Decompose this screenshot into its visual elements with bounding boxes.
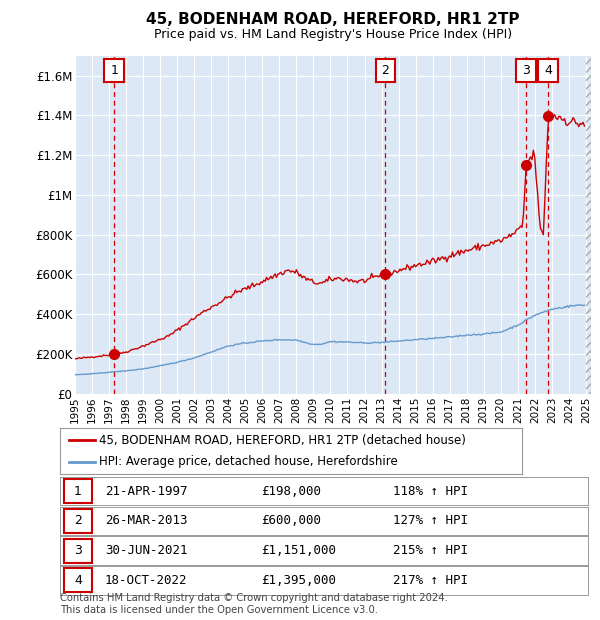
Text: 127% ↑ HPI: 127% ↑ HPI bbox=[392, 515, 467, 527]
Text: £600,000: £600,000 bbox=[260, 515, 320, 527]
Text: 3: 3 bbox=[74, 544, 82, 557]
Bar bbox=[64, 539, 92, 562]
Text: 1: 1 bbox=[74, 485, 82, 497]
Text: 4: 4 bbox=[544, 64, 552, 77]
Text: 21-APR-1997: 21-APR-1997 bbox=[105, 485, 187, 497]
Text: 26-MAR-2013: 26-MAR-2013 bbox=[105, 515, 187, 527]
Bar bbox=[586, 56, 591, 394]
Text: 4: 4 bbox=[74, 574, 82, 587]
Bar bbox=[64, 479, 92, 503]
Text: 45, BODENHAM ROAD, HEREFORD, HR1 2TP: 45, BODENHAM ROAD, HEREFORD, HR1 2TP bbox=[146, 12, 520, 27]
Text: £1,395,000: £1,395,000 bbox=[260, 574, 335, 587]
Bar bbox=[586, 56, 591, 394]
Text: 45, BODENHAM ROAD, HEREFORD, HR1 2TP (detached house): 45, BODENHAM ROAD, HEREFORD, HR1 2TP (de… bbox=[99, 434, 466, 447]
Text: 215% ↑ HPI: 215% ↑ HPI bbox=[392, 544, 467, 557]
Text: 2: 2 bbox=[74, 515, 82, 527]
Text: Price paid vs. HM Land Registry's House Price Index (HPI): Price paid vs. HM Land Registry's House … bbox=[154, 28, 512, 41]
Text: £1,151,000: £1,151,000 bbox=[260, 544, 335, 557]
Text: 217% ↑ HPI: 217% ↑ HPI bbox=[392, 574, 467, 587]
Text: 18-OCT-2022: 18-OCT-2022 bbox=[105, 574, 187, 587]
Text: Contains HM Land Registry data © Crown copyright and database right 2024.
This d: Contains HM Land Registry data © Crown c… bbox=[60, 593, 448, 615]
Text: 1: 1 bbox=[110, 64, 118, 77]
Text: 3: 3 bbox=[522, 64, 530, 77]
Bar bbox=[64, 509, 92, 533]
Text: £198,000: £198,000 bbox=[260, 485, 320, 497]
Bar bbox=[64, 569, 92, 592]
Text: 118% ↑ HPI: 118% ↑ HPI bbox=[392, 485, 467, 497]
Text: HPI: Average price, detached house, Herefordshire: HPI: Average price, detached house, Here… bbox=[99, 455, 398, 468]
Text: 30-JUN-2021: 30-JUN-2021 bbox=[105, 544, 187, 557]
Text: 2: 2 bbox=[382, 64, 389, 77]
